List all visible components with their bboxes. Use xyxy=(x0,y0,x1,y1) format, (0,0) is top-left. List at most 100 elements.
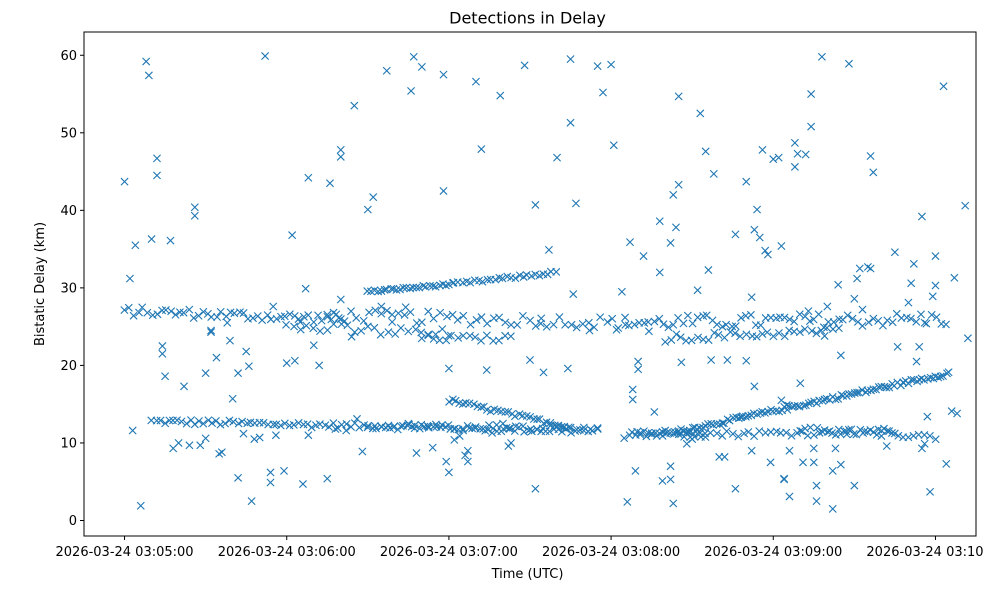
detection-marker xyxy=(904,433,913,442)
detection-marker xyxy=(586,425,595,434)
detection-marker xyxy=(887,429,896,438)
detection-marker xyxy=(723,355,732,364)
detection-marker xyxy=(742,356,751,365)
detection-marker xyxy=(350,101,359,110)
detection-marker xyxy=(485,421,493,430)
detection-marker xyxy=(709,169,718,178)
detection-marker xyxy=(410,421,419,430)
detection-marker xyxy=(718,419,727,428)
detection-marker xyxy=(763,328,772,337)
detection-marker xyxy=(731,230,740,239)
detection-marker xyxy=(823,302,832,311)
detection-marker xyxy=(213,313,222,321)
x-tick-label: 2026-03-24 03:05:00 xyxy=(56,545,194,560)
detection-marker xyxy=(174,438,183,447)
detection-marker xyxy=(695,423,704,432)
detection-marker xyxy=(190,420,199,429)
detection-marker xyxy=(495,313,504,322)
detection-marker xyxy=(890,429,899,438)
detection-marker xyxy=(712,429,721,438)
detection-marker xyxy=(189,314,198,323)
detection-marker xyxy=(536,319,545,328)
detection-marker xyxy=(296,318,305,326)
detection-marker xyxy=(661,337,670,346)
detection-marker xyxy=(644,317,653,326)
detection-marker xyxy=(199,307,208,316)
detection-marker xyxy=(466,320,475,329)
detection-marker xyxy=(917,212,926,221)
detection-marker xyxy=(180,382,189,391)
detection-marker xyxy=(666,429,675,437)
detection-marker xyxy=(780,475,789,484)
detection-marker xyxy=(549,320,558,329)
detection-marker xyxy=(479,424,488,433)
detection-marker xyxy=(869,168,878,177)
detection-marker xyxy=(938,372,947,380)
detection-marker xyxy=(190,203,199,212)
detection-marker xyxy=(143,308,152,317)
detection-marker xyxy=(804,399,813,408)
detection-marker xyxy=(893,342,902,351)
detection-marker xyxy=(377,309,386,318)
detection-marker xyxy=(506,424,515,433)
detection-marker xyxy=(752,332,761,341)
detection-marker xyxy=(750,382,759,391)
x-axis: 2026-03-24 03:05:00 2026-03-24 03:06:00 20… xyxy=(56,536,984,560)
chart-title: Detections in Delay xyxy=(449,9,606,28)
detection-marker xyxy=(844,59,853,68)
detection-marker xyxy=(603,318,612,327)
detection-marker xyxy=(679,319,688,328)
detection-marker xyxy=(631,466,640,475)
detection-marker xyxy=(790,317,799,326)
detection-marker xyxy=(147,235,156,244)
detection-marker xyxy=(912,317,921,326)
detection-marker xyxy=(280,466,289,475)
detection-marker xyxy=(465,331,474,340)
detection-marker xyxy=(477,313,486,322)
detection-marker xyxy=(248,314,257,323)
y-axis-label: Bistatic Delay (km) xyxy=(33,222,48,346)
detection-marker xyxy=(438,325,447,334)
detection-marker xyxy=(755,233,764,242)
detection-marker xyxy=(915,342,924,351)
detection-marker xyxy=(424,330,433,339)
detection-marker xyxy=(165,416,174,425)
detection-marker xyxy=(263,311,272,320)
detection-marker xyxy=(836,351,845,360)
detection-marker xyxy=(531,321,540,330)
detection-marker xyxy=(488,428,497,437)
detection-marker xyxy=(688,319,697,328)
detection-marker xyxy=(507,438,516,447)
detection-marker xyxy=(621,313,630,322)
detection-marker xyxy=(347,307,356,316)
detection-marker xyxy=(148,311,157,320)
x-tick-label: 2026-03-24 03:08:00 xyxy=(542,545,680,560)
detection-marker xyxy=(465,424,474,433)
detection-marker xyxy=(144,71,153,80)
detection-marker xyxy=(441,281,450,290)
detection-marker xyxy=(782,428,791,437)
detection-marker xyxy=(185,441,194,450)
detection-marker xyxy=(347,332,356,341)
detection-marker xyxy=(369,193,378,202)
detection-marker xyxy=(737,313,746,322)
detection-marker xyxy=(688,435,697,444)
detection-marker xyxy=(504,424,513,433)
detection-marker xyxy=(596,313,605,322)
detection-marker xyxy=(849,430,858,438)
detection-marker xyxy=(387,284,396,293)
detection-marker xyxy=(584,318,593,327)
detection-marker xyxy=(323,310,332,319)
detection-marker xyxy=(628,385,637,394)
detection-marker xyxy=(822,323,831,332)
detection-marker xyxy=(593,423,602,432)
detection-marker xyxy=(336,152,345,161)
detection-marker xyxy=(620,434,629,443)
detection-marker xyxy=(442,312,451,321)
detection-marker xyxy=(961,201,970,210)
detection-marker xyxy=(531,484,540,493)
detection-marker xyxy=(553,153,562,162)
detection-marker xyxy=(687,336,696,345)
detection-marker xyxy=(444,364,453,373)
detection-marker xyxy=(720,452,729,461)
